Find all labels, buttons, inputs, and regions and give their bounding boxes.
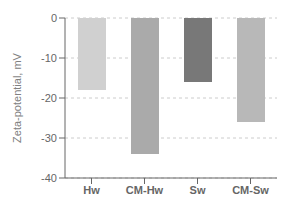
svg-text:Sw: Sw	[190, 184, 206, 196]
svg-text:0: 0	[51, 12, 57, 24]
svg-text:-20: -20	[41, 92, 57, 104]
svg-text:-10: -10	[41, 52, 57, 64]
svg-text:-30: -30	[41, 132, 57, 144]
svg-text:Hw: Hw	[83, 184, 100, 196]
svg-text:Zeta-potential, mV: Zeta-potential, mV	[11, 52, 23, 143]
svg-text:CM-Sw: CM-Sw	[232, 184, 269, 196]
svg-text:-40: -40	[41, 172, 57, 184]
svg-text:CM-Hw: CM-Hw	[126, 184, 164, 196]
